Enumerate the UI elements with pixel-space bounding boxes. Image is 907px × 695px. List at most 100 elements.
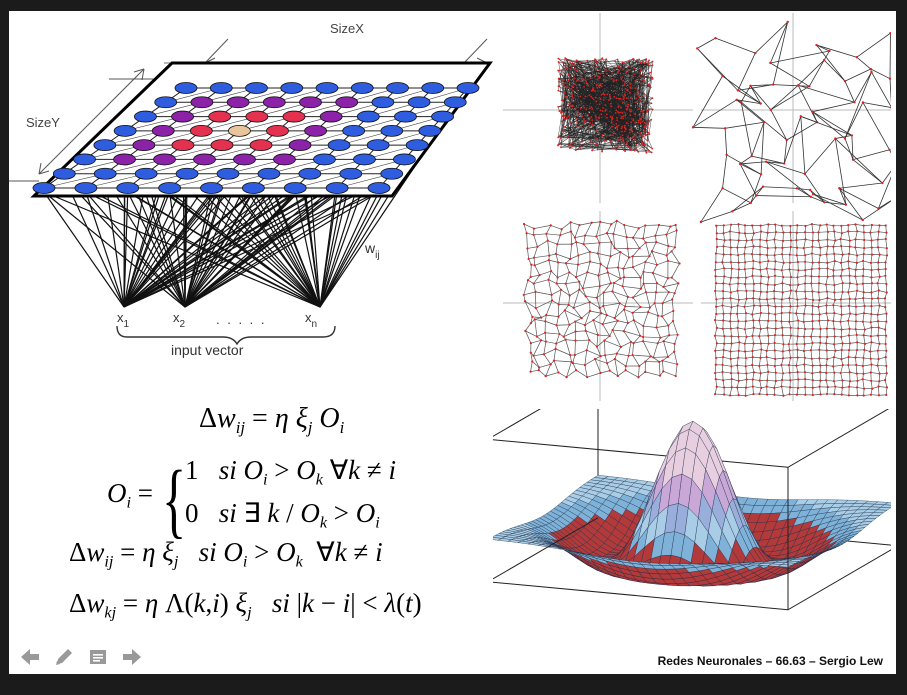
neuron-node (249, 139, 273, 152)
neuron-node (282, 110, 306, 123)
som-network-diagram: SizeX SizeY wij x1 x2 . . . . . xn input… (9, 21, 493, 358)
notes-icon[interactable] (87, 646, 113, 668)
stage-ordering (522, 219, 681, 379)
neuron-node (313, 153, 336, 166)
neuron-node (134, 110, 157, 123)
neuron-node (245, 110, 269, 123)
neuron-node (353, 153, 376, 166)
neuron-node (356, 110, 380, 123)
neuron-node (116, 182, 140, 194)
arrow-left-icon[interactable] (19, 646, 45, 668)
neuron-node (93, 167, 117, 180)
input-xn: xn (305, 310, 317, 330)
neuron-node (174, 82, 198, 94)
neuron-node (273, 153, 296, 166)
stage-initial-random (557, 57, 654, 154)
equation-neighborhood-update: Δwkj = η Λ(k,i) ξj si |k − i| < λ(t) (69, 588, 422, 622)
neuron-node (342, 124, 366, 137)
neuron-node (158, 182, 182, 194)
pen-icon[interactable] (53, 646, 79, 668)
input-x2: x2 (173, 310, 186, 330)
neuron-node (262, 96, 286, 109)
neuron-node (153, 153, 176, 166)
neuron-node (134, 167, 158, 180)
slide-footer: Redes Neuronales – 66.63 – Sergio Lew (657, 654, 883, 668)
input-brace (116, 325, 336, 346)
equation-winner-update: Δwij = η ξj si Oi > Ok ∀k ≠ i (69, 537, 383, 571)
neuron-node (456, 82, 480, 94)
neuron-node (193, 153, 216, 166)
arrow-right-icon[interactable] (121, 646, 147, 668)
equation-weight-update: Δwij = η ξj Oi (199, 403, 345, 437)
neuron-node (73, 153, 96, 166)
neuron-node (257, 167, 281, 180)
neuron-node (405, 139, 429, 152)
weight-label: wij (364, 240, 380, 261)
slide-toolbar (19, 646, 147, 668)
input-dots: . . . . . (216, 312, 267, 327)
neuron-node (350, 82, 374, 94)
size-y-dimension (9, 68, 159, 182)
neuron-node (74, 182, 98, 194)
neuron-node (298, 167, 322, 180)
neuron-node (380, 124, 404, 137)
neuron-node (233, 153, 256, 166)
neuron-node (241, 182, 265, 194)
neuron-node (315, 82, 339, 94)
neuron-node (280, 82, 304, 94)
neuron-node (431, 110, 454, 123)
neuron-node (200, 182, 223, 194)
neuron-node (228, 124, 251, 137)
neuron-node (52, 167, 76, 180)
neuron-grid (32, 82, 480, 194)
neuron-node (394, 110, 417, 123)
neuron-node (421, 82, 445, 94)
neuron-node (226, 96, 250, 109)
neuron-node (335, 96, 359, 109)
mexican-hat-surface (493, 409, 891, 611)
neuron-node (266, 124, 289, 137)
neuron-node (208, 110, 232, 123)
neuron-node (366, 139, 390, 152)
neuron-node (171, 139, 195, 152)
neuron-node (113, 124, 137, 137)
neuron-node (380, 167, 404, 180)
neuron-node (339, 167, 363, 180)
neuron-node (288, 139, 312, 152)
stage-unfolding (691, 20, 891, 224)
neuron-node (132, 139, 156, 152)
neuron-node (418, 124, 442, 137)
neuron-node (371, 96, 395, 109)
input-vector-caption: input vector (171, 342, 244, 358)
neuron-node (319, 110, 343, 123)
input-x1: x1 (117, 310, 130, 330)
size-x-label: SizeX (330, 21, 364, 36)
neuron-node (171, 110, 194, 123)
neuron-node (245, 82, 268, 94)
neuron-node (304, 124, 327, 137)
neuron-node (113, 153, 136, 166)
neuron-node (32, 182, 56, 194)
neuron-node (151, 124, 175, 137)
neuron-node (386, 82, 409, 94)
neuron-node (210, 139, 234, 152)
weight-connections (43, 91, 456, 308)
neuron-node (216, 167, 240, 180)
neuron-node (175, 167, 199, 180)
neuron-node (393, 153, 416, 166)
stage-converged-grid (713, 223, 889, 397)
neuron-node (327, 139, 351, 152)
neuron-node (189, 124, 213, 137)
neuron-node (93, 139, 117, 152)
neuron-node (299, 96, 322, 109)
presentation-slide: SizeX SizeY wij x1 x2 . . . . . xn input… (9, 11, 896, 674)
neuron-node (325, 182, 349, 194)
size-y-label: SizeY (26, 115, 60, 130)
neuron-node (154, 96, 178, 109)
neuron-node (209, 82, 233, 94)
map-plane (30, 61, 493, 198)
neuron-node (407, 96, 431, 109)
neuron-node (367, 182, 391, 194)
som-training-stages (503, 13, 891, 401)
neuron-node (283, 182, 307, 194)
